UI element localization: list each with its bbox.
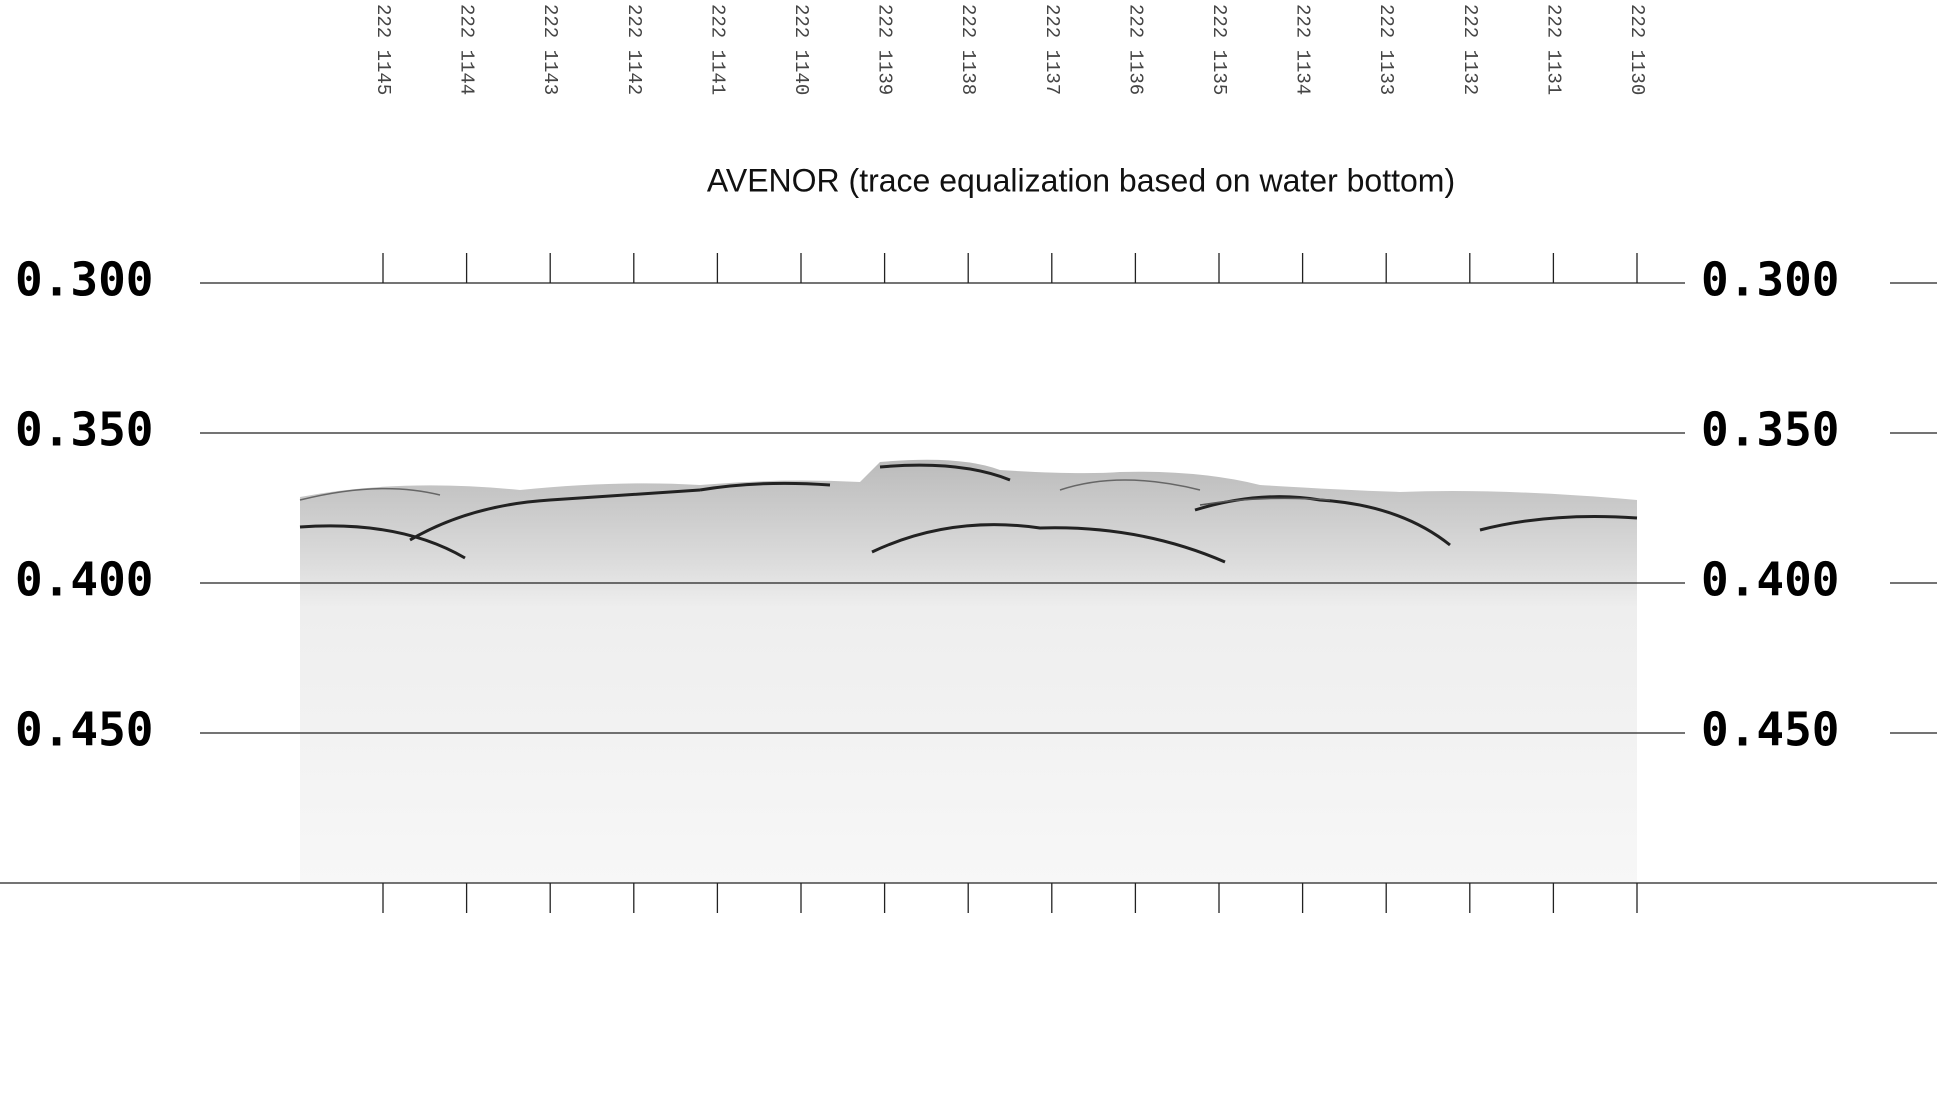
trace-label: 222 1140 xyxy=(790,4,812,95)
trace-label: 222 1143 xyxy=(539,4,561,95)
trace-label: 222 1138 xyxy=(957,4,979,95)
y-tick-label: 0.400 xyxy=(15,553,153,607)
trace-label: 222 1141 xyxy=(706,4,728,95)
reflections xyxy=(299,463,1638,564)
trace-label: 222 1137 xyxy=(1041,4,1063,95)
trace-label: 222 1134 xyxy=(1292,4,1314,95)
trace-label: 222 1133 xyxy=(1375,4,1397,95)
chart-title: AVENOR (trace equalization based on wate… xyxy=(707,162,1455,198)
trace-label: 222 1145 xyxy=(372,4,394,95)
trace-label: 222 1135 xyxy=(1208,4,1230,95)
trace-label: 222 1131 xyxy=(1542,4,1564,95)
seismic-image xyxy=(299,459,1638,883)
y-tick-label: 0.300 xyxy=(15,253,153,307)
y-tick-label: 0.450 xyxy=(15,703,153,757)
trace-label: 222 1130 xyxy=(1626,4,1648,95)
y-tick-label-right: 0.300 xyxy=(1701,253,1839,307)
trace-label: 222 1132 xyxy=(1459,4,1481,95)
trace-label: 222 1144 xyxy=(456,4,478,95)
y-tick-label-right: 0.450 xyxy=(1701,703,1839,757)
trace-label: 222 1139 xyxy=(874,4,896,95)
seismic-section xyxy=(300,459,1637,883)
y-tick-label: 0.350 xyxy=(15,403,153,457)
trace-label: 222 1136 xyxy=(1124,4,1146,95)
trace-label: 222 1142 xyxy=(623,4,645,95)
y-tick-label-right: 0.400 xyxy=(1701,553,1839,607)
y-tick-label-right: 0.350 xyxy=(1701,403,1839,457)
